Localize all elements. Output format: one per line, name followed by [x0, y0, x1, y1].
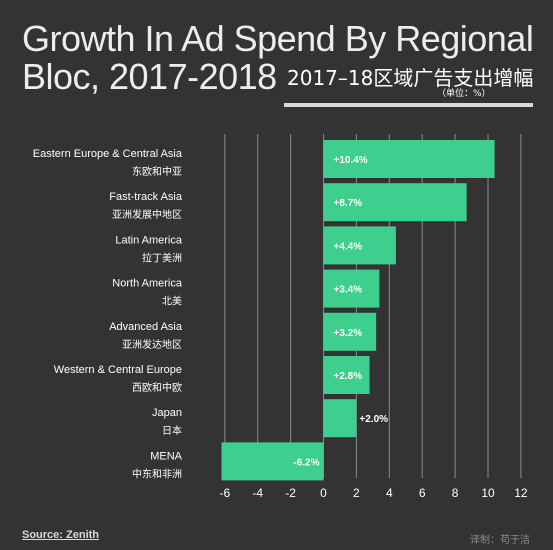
x-tick-label: 6	[419, 486, 426, 500]
bar	[323, 140, 495, 178]
category-label: Latin America	[115, 234, 183, 246]
x-tick-label: 8	[452, 486, 459, 500]
category-label: Fast-track Asia	[109, 191, 183, 203]
category-label-cn: 亚洲发展中地区	[112, 208, 182, 221]
x-tick-label: -6	[219, 486, 230, 500]
category-label-cn: 西欧和中欧	[132, 381, 182, 394]
bar	[323, 183, 467, 222]
x-tick-label: 2	[353, 486, 360, 500]
x-tick-label: 4	[386, 486, 393, 500]
chart-title-line1: Growth In Ad Spend By Regional	[22, 18, 534, 59]
data-label: +8.7%	[334, 198, 363, 209]
bar	[323, 312, 377, 351]
bar	[323, 269, 380, 308]
unit-note: （单位：%）	[437, 89, 491, 99]
category-label: Advanced Asia	[109, 321, 183, 333]
data-label: +4.4%	[334, 241, 363, 252]
bar	[221, 442, 324, 481]
bar	[323, 356, 370, 394]
source-link[interactable]: Source: Zenith	[22, 529, 100, 541]
category-label-cn: 亚洲发达地区	[122, 338, 182, 351]
chart-title-line2: Bloc, 2017-2018	[22, 56, 277, 97]
bar	[323, 226, 396, 265]
x-tick-label: 12	[514, 486, 528, 500]
chart-title: Growth In Ad Spend By Regional Bloc, 201…	[22, 18, 534, 97]
x-tick-label: 0	[320, 486, 327, 500]
data-label: +10.4%	[334, 155, 368, 166]
category-label: North America	[112, 278, 183, 290]
category-label: MENA	[150, 450, 182, 462]
data-label: +3.4%	[334, 285, 363, 296]
translator-credit: 译制：苟于洁	[470, 535, 530, 546]
bar	[323, 399, 357, 438]
category-label: Western & Central Europe	[54, 364, 182, 376]
category-label-cn: 日本	[162, 424, 182, 437]
data-label: +3.2%	[334, 328, 363, 339]
category-label: Japan	[152, 407, 182, 419]
data-label: +2.8%	[334, 371, 363, 382]
category-label-cn: 北美	[162, 295, 182, 308]
category-label-cn: 中东和非洲	[132, 467, 182, 480]
data-label: +2.0%	[359, 414, 388, 425]
category-label-cn: 拉丁美洲	[142, 251, 182, 264]
data-label: -6.2%	[293, 457, 319, 468]
x-tick-label: 10	[481, 486, 495, 500]
x-tick-label: -4	[252, 486, 263, 500]
category-label: Eastern Europe & Central Asia	[33, 148, 183, 160]
x-tick-label: -2	[285, 486, 296, 500]
chart-title-chinese: 2017–18区域广告支出增幅	[287, 66, 534, 90]
category-label-cn: 东欧和中亚	[132, 165, 182, 178]
title-rule	[284, 103, 533, 107]
